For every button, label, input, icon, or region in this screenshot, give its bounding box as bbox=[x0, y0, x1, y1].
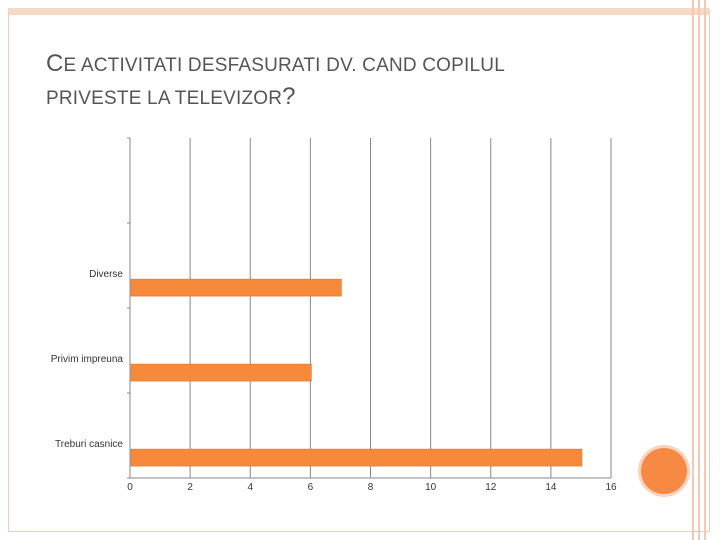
x-tick-label: 0 bbox=[127, 482, 133, 493]
bar-treburi-casnice bbox=[130, 448, 583, 467]
title-initial: C bbox=[46, 50, 64, 77]
slide-frame bbox=[8, 8, 710, 532]
title-question-mark: ? bbox=[282, 83, 296, 110]
category-labels: Diverse Privim impreuna Treburi casnice bbox=[51, 269, 124, 450]
x-tick-label: 14 bbox=[545, 482, 557, 493]
grid-lines bbox=[127, 137, 612, 479]
x-tick-label: 16 bbox=[605, 482, 617, 493]
decorative-circle bbox=[641, 448, 687, 494]
x-tick-label: 6 bbox=[308, 482, 314, 493]
title-line-2: PRIVESTE LA TELEVIZOR bbox=[46, 88, 283, 109]
bar-privim-impreuna bbox=[130, 363, 312, 382]
x-tick-label: 2 bbox=[187, 482, 193, 493]
category-label: Privim impreuna bbox=[51, 354, 124, 365]
x-tick-label: 4 bbox=[247, 482, 253, 493]
x-tick-labels: 0 2 4 6 8 10 12 14 16 bbox=[127, 482, 617, 493]
x-tick-label: 8 bbox=[368, 482, 374, 493]
bar-diverse bbox=[130, 278, 342, 297]
x-tick-label: 12 bbox=[485, 482, 497, 493]
category-label: Treburi casnice bbox=[55, 439, 123, 450]
bars bbox=[130, 278, 583, 467]
slide-title: CE ACTIVITATI DESFASURATI DV. CAND COPIL… bbox=[46, 48, 646, 114]
category-label: Diverse bbox=[89, 269, 123, 280]
title-line-1: E ACTIVITATI DESFASURATI DV. CAND COPILU… bbox=[63, 55, 505, 76]
decorative-stripes bbox=[690, 0, 720, 540]
x-tick-label: 10 bbox=[425, 482, 437, 493]
